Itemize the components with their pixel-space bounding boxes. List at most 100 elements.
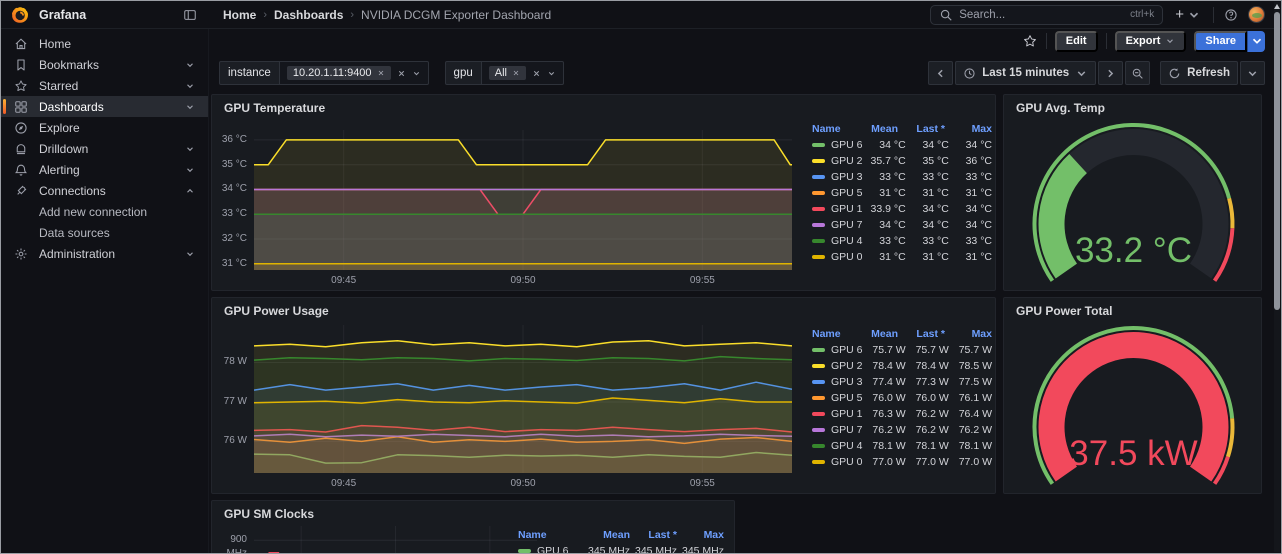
gpu-power-usage-chart[interactable]: [254, 325, 792, 473]
legend-series-label[interactable]: GPU 7: [812, 219, 863, 231]
new-menu-button[interactable]: +: [1171, 7, 1205, 22]
help-icon[interactable]: [1222, 6, 1240, 24]
gpu-power-total-gauge: 37.5 kW: [1032, 326, 1235, 485]
panel-title[interactable]: GPU Avg. Temp: [1016, 101, 1105, 115]
panel-title[interactable]: GPU SM Clocks: [224, 507, 315, 521]
share-button[interactable]: Share: [1194, 30, 1247, 52]
legend-series-label[interactable]: GPU 1: [812, 203, 863, 215]
series-max: 34 °C: [965, 203, 992, 215]
breadcrumb-item[interactable]: NVIDIA DCGM Exporter Dashboard: [361, 7, 552, 22]
filter-gpu-tag[interactable]: All: [488, 66, 526, 80]
series-last: 78.4 W: [915, 360, 949, 372]
vertical-scrollbar[interactable]: [1274, 2, 1280, 552]
sidebar-item-dashboards[interactable]: Dashboards: [1, 96, 208, 117]
sidebar-item-connections[interactable]: Connections: [1, 180, 208, 201]
time-back-button[interactable]: [928, 61, 954, 85]
legend-series-label[interactable]: GPU 0: [812, 251, 863, 263]
legend-row: GPU 1 76.3 W 76.2 W 76.4 W: [812, 406, 992, 422]
legend-series-label[interactable]: GPU 6: [518, 545, 583, 553]
scrollbar-up-arrow[interactable]: [1274, 4, 1280, 9]
series-last: 78.1 W: [915, 440, 949, 452]
close-icon[interactable]: [512, 69, 520, 77]
legend-series-label[interactable]: GPU 1: [812, 408, 863, 420]
sidebar-item-starred[interactable]: Starred: [1, 75, 208, 96]
time-range-picker[interactable]: Last 15 minutes: [955, 61, 1097, 85]
edit-button[interactable]: Edit: [1054, 30, 1098, 52]
series-mean: 34 °C: [879, 139, 906, 151]
sidebar-item-home[interactable]: Home: [1, 33, 208, 54]
legend-series-label[interactable]: GPU 6: [812, 139, 863, 151]
series-last: 76.0 W: [915, 392, 949, 404]
legend-gpu-sm-clocks: Name Mean Last * Max GPU 6 345 MHz 345 MHz 345 …: [518, 527, 724, 553]
legend-series-label[interactable]: GPU 7: [812, 424, 863, 436]
sidebar-item-explore[interactable]: Explore: [1, 117, 208, 138]
legend-row: GPU 0 31 °C 31 °C 31 °C: [812, 249, 992, 265]
panel-gpu-avg-temp: GPU Avg. Temp 33.2 °C: [1003, 94, 1262, 291]
close-icon[interactable]: [377, 69, 385, 77]
legend-series-label[interactable]: GPU 6: [812, 344, 863, 356]
user-avatar[interactable]: [1248, 6, 1265, 23]
y-axis-tick: 78 W: [223, 356, 247, 368]
time-range-label: Last 15 minutes: [982, 67, 1070, 79]
gauge-value: 33.2 °C: [1075, 231, 1192, 270]
breadcrumb-item[interactable]: Home: [223, 7, 257, 22]
legend-series-label[interactable]: GPU 0: [812, 456, 863, 468]
series-mean: 34 °C: [879, 219, 906, 231]
gpu-temperature-chart[interactable]: [254, 130, 792, 270]
panel-title[interactable]: GPU Power Usage: [224, 304, 329, 318]
clear-icon[interactable]: [532, 69, 541, 78]
star-dashboard-icon[interactable]: [1022, 33, 1038, 49]
breadcrumb-separator: ›: [263, 8, 268, 21]
scrollbar-thumb[interactable]: [1274, 12, 1280, 310]
chevron-down-icon: [1075, 67, 1088, 80]
clear-icon[interactable]: [397, 69, 406, 78]
breadcrumb-item[interactable]: Dashboards: [274, 7, 344, 22]
legend-series-label[interactable]: GPU 3: [812, 171, 863, 183]
series-max: 78.1 W: [958, 440, 992, 452]
search-input[interactable]: Search... ctrl+k: [930, 4, 1164, 25]
filter-gpu: gpu All: [444, 61, 564, 85]
plus-icon: +: [1175, 6, 1184, 23]
series-color-swatch: [812, 223, 825, 227]
zoom-out-button[interactable]: [1125, 61, 1151, 85]
x-axis-tick: 09:45: [331, 275, 357, 286]
refresh-interval-button[interactable]: [1240, 61, 1265, 85]
legend-series-label[interactable]: GPU 5: [812, 187, 863, 199]
sidebar-item-data-sources[interactable]: Data sources: [1, 222, 208, 243]
series-mean: 76.0 W: [872, 392, 906, 404]
sidebar-item-add-new-connection[interactable]: Add new connection: [1, 201, 208, 222]
sidebar-item-bookmarks[interactable]: Bookmarks: [1, 54, 208, 75]
sidebar-item-label: Home: [39, 36, 72, 51]
sidebar-toggle-icon[interactable]: [183, 8, 197, 22]
x-axis-tick: 09:50: [510, 478, 536, 489]
legend-row: GPU 4 33 °C 33 °C 33 °C: [812, 233, 992, 249]
panel-gpu-power-usage: GPU Power Usage Name Mean Last * Max GPU 6 75…: [211, 297, 996, 494]
filter-instance-tag-label: 10.20.1.11:9400: [292, 67, 372, 79]
filter-instance-value[interactable]: 10.20.1.11:9400: [279, 61, 429, 85]
sidebar-item-administration[interactable]: Administration: [1, 243, 208, 264]
sidebar-item-drilldown[interactable]: Drilldown: [1, 138, 208, 159]
gpu-sm-clocks-chart[interactable]: [254, 526, 537, 553]
legend-series-label[interactable]: GPU 5: [812, 392, 863, 404]
chevron-down-icon: [182, 60, 198, 70]
legend-series-label[interactable]: GPU 4: [812, 235, 863, 247]
legend-series-label[interactable]: GPU 2: [812, 155, 863, 167]
panel-title[interactable]: GPU Power Total: [1016, 304, 1113, 318]
refresh-button[interactable]: Refresh: [1160, 61, 1238, 85]
top-nav: Grafana Home › Dashboards › NVIDIA DCGM Expo…: [1, 1, 1281, 29]
grafana-logo-icon[interactable]: [11, 6, 29, 24]
dashboard-toolbar: Edit Export Share: [209, 29, 1281, 53]
filter-instance-tag[interactable]: 10.20.1.11:9400: [286, 66, 391, 80]
series-color-swatch: [812, 191, 825, 195]
legend-series-label[interactable]: GPU 3: [812, 376, 863, 388]
filter-gpu-value[interactable]: All: [481, 61, 564, 85]
legend-series-label[interactable]: GPU 2: [812, 360, 863, 372]
dashboard-content: Edit Export Share instance 10.20.1.11:94…: [209, 29, 1281, 553]
legend-header-mean: Mean: [603, 529, 630, 541]
time-forward-button[interactable]: [1098, 61, 1124, 85]
legend-series-label[interactable]: GPU 4: [812, 440, 863, 452]
export-button[interactable]: Export: [1114, 30, 1187, 52]
share-options-button[interactable]: [1247, 30, 1265, 52]
panel-title[interactable]: GPU Temperature: [224, 101, 326, 115]
sidebar-item-alerting[interactable]: Alerting: [1, 159, 208, 180]
